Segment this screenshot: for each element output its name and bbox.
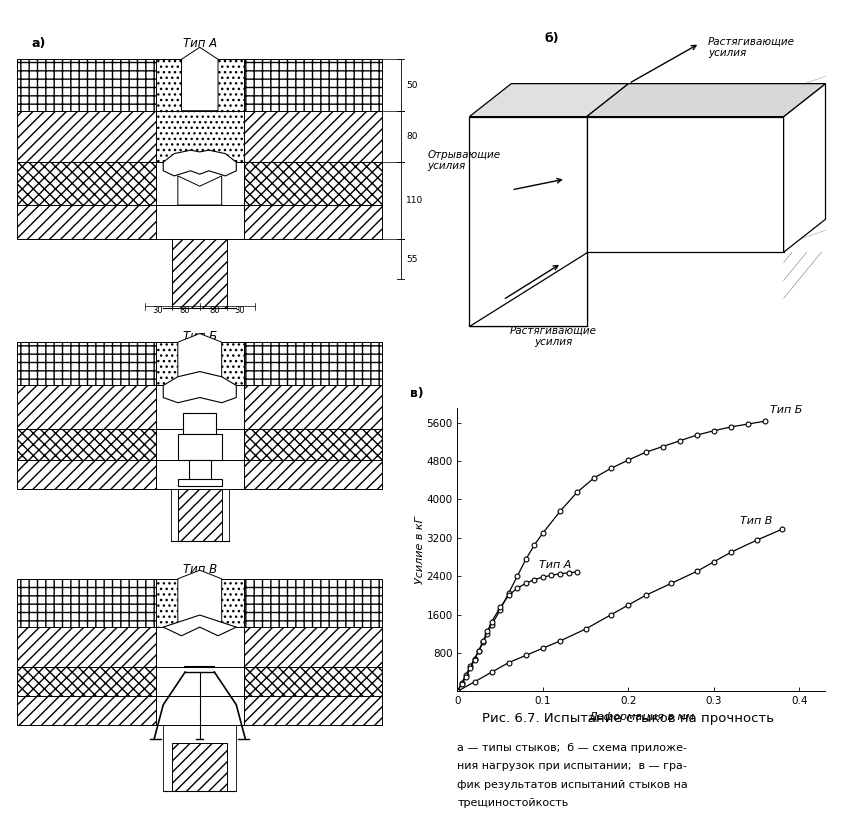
- Text: а): а): [32, 37, 46, 50]
- Bar: [156, 205, 244, 239]
- Bar: [244, 111, 382, 162]
- Bar: [17, 386, 156, 429]
- Bar: [17, 111, 156, 162]
- Bar: [17, 460, 156, 489]
- Text: Растягивающие
усилия: Растягивающие усилия: [708, 36, 795, 57]
- Polygon shape: [181, 47, 218, 111]
- Polygon shape: [469, 83, 628, 117]
- Bar: [244, 386, 382, 429]
- Bar: [178, 489, 221, 541]
- Bar: [156, 59, 244, 111]
- Bar: [17, 342, 156, 386]
- Bar: [244, 162, 382, 205]
- Text: Растягивающие
усилия: Растягивающие усилия: [510, 326, 597, 347]
- Text: ния нагрузок при испытании;  в — гра-: ния нагрузок при испытании; в — гра-: [457, 761, 687, 771]
- X-axis label: Деформация в мм: Деформация в мм: [588, 712, 694, 722]
- Bar: [156, 162, 244, 205]
- Bar: [17, 429, 156, 460]
- Text: Тип Б: Тип Б: [770, 406, 802, 416]
- Bar: [17, 205, 156, 239]
- Bar: [156, 627, 244, 666]
- Bar: [156, 696, 244, 726]
- Bar: [17, 696, 156, 726]
- Bar: [244, 205, 382, 239]
- Text: трещиностойкость: трещиностойкость: [457, 798, 569, 808]
- Bar: [178, 434, 221, 460]
- Bar: [244, 696, 382, 726]
- Polygon shape: [163, 372, 236, 402]
- Polygon shape: [587, 117, 783, 252]
- Polygon shape: [163, 150, 236, 176]
- Bar: [156, 111, 244, 162]
- Bar: [17, 59, 156, 111]
- Text: 30: 30: [152, 306, 163, 315]
- Text: 55: 55: [406, 255, 417, 263]
- Bar: [244, 59, 382, 111]
- Y-axis label: Усилие в кГ: Усилие в кГ: [415, 516, 425, 584]
- Text: Отрывающие
усилия: Отрывающие усилия: [428, 150, 501, 172]
- Bar: [156, 666, 244, 696]
- Text: 50: 50: [406, 81, 417, 89]
- Bar: [244, 627, 382, 666]
- Text: в): в): [410, 387, 423, 400]
- Text: фик результатов испытаний стыков на: фик результатов испытаний стыков на: [457, 780, 688, 790]
- Text: Тип В: Тип В: [740, 516, 772, 526]
- Bar: [156, 429, 244, 460]
- Text: Рис. 6.7. Испытание стыков на прочность: Рис. 6.7. Испытание стыков на прочность: [482, 712, 775, 726]
- Bar: [244, 579, 382, 627]
- Text: 110: 110: [406, 197, 423, 205]
- Text: 80: 80: [209, 306, 220, 315]
- Text: 30: 30: [234, 306, 245, 315]
- Bar: [244, 429, 382, 460]
- Polygon shape: [163, 615, 236, 636]
- Polygon shape: [469, 252, 587, 326]
- Bar: [156, 579, 244, 627]
- Text: Тип В: Тип В: [183, 563, 217, 576]
- Bar: [17, 162, 156, 205]
- Bar: [173, 239, 227, 308]
- Text: а — типы стыков;  б — схема приложе-: а — типы стыков; б — схема приложе-: [457, 743, 687, 753]
- Bar: [244, 342, 382, 386]
- Bar: [17, 666, 156, 696]
- Text: Тип Б: Тип Б: [183, 330, 217, 343]
- Bar: [173, 743, 227, 791]
- Bar: [17, 579, 156, 627]
- Polygon shape: [783, 83, 826, 252]
- Text: 80: 80: [406, 132, 417, 141]
- Polygon shape: [178, 333, 221, 386]
- Bar: [244, 666, 382, 696]
- Bar: [156, 460, 244, 489]
- Text: б): б): [545, 32, 559, 45]
- Bar: [189, 460, 210, 484]
- Polygon shape: [469, 117, 587, 326]
- Text: Тип А: Тип А: [539, 560, 571, 570]
- Bar: [156, 386, 244, 429]
- Bar: [17, 627, 156, 666]
- Polygon shape: [178, 571, 221, 627]
- Text: 80: 80: [180, 306, 191, 315]
- Polygon shape: [178, 176, 221, 205]
- Polygon shape: [587, 83, 826, 117]
- Bar: [244, 460, 382, 489]
- Bar: [156, 342, 244, 386]
- Text: Тип А: Тип А: [183, 37, 217, 50]
- Bar: [183, 413, 216, 434]
- Bar: [178, 479, 221, 486]
